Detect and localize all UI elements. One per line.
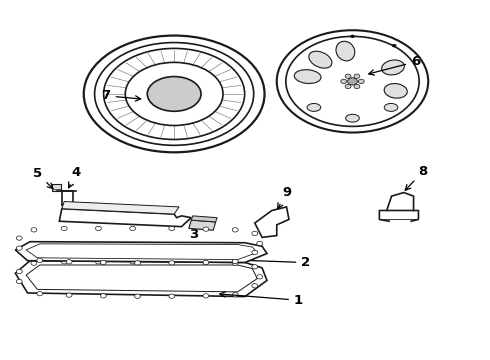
Circle shape — [66, 260, 72, 264]
Circle shape — [252, 284, 258, 288]
Circle shape — [392, 44, 396, 47]
Circle shape — [31, 261, 37, 265]
Text: 3: 3 — [189, 223, 200, 241]
Text: 4: 4 — [69, 166, 81, 188]
Circle shape — [169, 260, 174, 264]
Circle shape — [341, 79, 346, 84]
Ellipse shape — [336, 41, 355, 61]
Circle shape — [252, 250, 258, 255]
Circle shape — [130, 260, 136, 264]
Circle shape — [345, 74, 351, 78]
Circle shape — [61, 226, 67, 230]
Circle shape — [252, 231, 258, 235]
Polygon shape — [62, 202, 179, 214]
Circle shape — [37, 258, 43, 262]
Circle shape — [96, 226, 101, 230]
Circle shape — [16, 246, 22, 250]
Circle shape — [16, 236, 22, 240]
Circle shape — [169, 261, 174, 265]
Ellipse shape — [382, 60, 404, 75]
Polygon shape — [189, 220, 216, 230]
Text: 2: 2 — [230, 256, 310, 269]
Circle shape — [350, 35, 354, 38]
Circle shape — [61, 260, 67, 264]
Circle shape — [66, 293, 72, 297]
Text: 9: 9 — [278, 186, 291, 208]
Text: 7: 7 — [101, 89, 141, 102]
Text: 1: 1 — [220, 292, 303, 307]
Polygon shape — [387, 193, 414, 211]
Ellipse shape — [384, 103, 398, 111]
Ellipse shape — [345, 114, 359, 122]
Ellipse shape — [309, 51, 332, 68]
Circle shape — [345, 84, 351, 89]
Circle shape — [354, 84, 360, 89]
Ellipse shape — [125, 62, 223, 126]
Polygon shape — [15, 261, 267, 297]
Circle shape — [257, 241, 263, 246]
Circle shape — [252, 265, 258, 269]
Circle shape — [232, 293, 238, 297]
Polygon shape — [59, 209, 191, 226]
Ellipse shape — [307, 103, 321, 111]
Polygon shape — [15, 242, 267, 262]
Circle shape — [16, 279, 22, 284]
Ellipse shape — [384, 84, 407, 98]
Bar — [52, 184, 61, 192]
Circle shape — [100, 260, 106, 265]
Circle shape — [37, 292, 43, 296]
Ellipse shape — [147, 77, 201, 111]
Circle shape — [169, 294, 174, 298]
Circle shape — [232, 228, 238, 232]
Circle shape — [232, 259, 238, 264]
Circle shape — [203, 260, 209, 265]
Circle shape — [203, 260, 209, 265]
Circle shape — [347, 78, 357, 85]
Polygon shape — [255, 207, 289, 237]
Circle shape — [16, 269, 22, 274]
Polygon shape — [191, 216, 217, 222]
Text: 8: 8 — [405, 165, 428, 190]
Circle shape — [358, 79, 364, 84]
Circle shape — [354, 74, 360, 78]
Circle shape — [31, 228, 37, 232]
Circle shape — [203, 294, 209, 298]
Circle shape — [135, 261, 141, 265]
Text: 6: 6 — [369, 55, 420, 75]
Text: 5: 5 — [33, 167, 53, 189]
Circle shape — [100, 294, 106, 298]
Circle shape — [135, 294, 141, 298]
Circle shape — [169, 226, 174, 230]
Circle shape — [203, 227, 209, 231]
Circle shape — [130, 226, 136, 230]
Circle shape — [232, 261, 238, 265]
Circle shape — [96, 260, 101, 264]
Circle shape — [257, 275, 263, 279]
Ellipse shape — [294, 70, 321, 84]
